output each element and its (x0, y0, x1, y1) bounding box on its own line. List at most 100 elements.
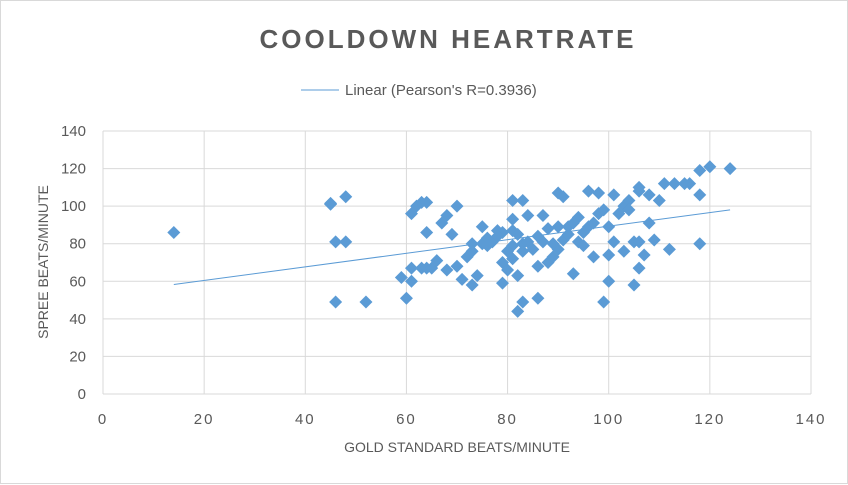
data-point (404, 274, 418, 288)
data-point (167, 225, 181, 239)
data-point (566, 267, 580, 281)
data-point (480, 239, 494, 253)
data-point (445, 227, 459, 241)
data-point (622, 194, 636, 208)
data-point (339, 235, 353, 249)
data-point (455, 272, 469, 286)
data-point (693, 237, 707, 251)
data-point (632, 261, 646, 275)
data-point (329, 295, 343, 309)
data-point (642, 188, 656, 202)
x-tick-label: 60 (396, 411, 417, 428)
data-point (622, 203, 636, 217)
data-point (576, 239, 590, 253)
data-point (440, 263, 454, 277)
data-point (465, 237, 479, 251)
data-point (662, 242, 676, 256)
data-point (440, 209, 454, 223)
data-point (430, 254, 444, 268)
data-point (394, 271, 408, 285)
data-point (501, 263, 515, 277)
data-point (516, 244, 530, 258)
x-tick-label: 80 (497, 411, 518, 428)
chart-title: COOLDOWN HEARTRATE (259, 24, 636, 54)
data-point (531, 291, 545, 305)
legend-label: Linear (Pearson's R=0.3936) (345, 82, 537, 99)
x-tick-label: 20 (194, 411, 215, 428)
x-tick-label: 40 (295, 411, 316, 428)
data-point (450, 199, 464, 213)
data-point (516, 194, 530, 208)
data-point (475, 220, 489, 234)
data-point (617, 244, 631, 258)
data-point (420, 195, 434, 209)
data-point (683, 177, 697, 191)
data-point (602, 248, 616, 262)
x-tick-label: 140 (795, 411, 826, 428)
y-tick-labels: 0 20 40 60 80 100 120 140 (61, 123, 86, 403)
data-point (607, 188, 621, 202)
data-point (632, 235, 646, 249)
data-point (607, 235, 621, 249)
data-point (531, 259, 545, 273)
data-point (556, 190, 570, 204)
y-axis-label: SPREE BEATS/MINUTE (35, 185, 51, 339)
data-point (637, 248, 651, 262)
data-point (597, 295, 611, 309)
data-point (592, 186, 606, 200)
data-point (587, 250, 601, 264)
data-point (506, 212, 520, 226)
data-point (324, 197, 338, 211)
y-tick-label: 100 (61, 198, 86, 215)
data-point (506, 194, 520, 208)
data-point (501, 244, 515, 258)
y-tick-label: 120 (61, 161, 86, 178)
data-point (465, 278, 479, 292)
data-point (511, 269, 525, 283)
data-point (541, 222, 555, 236)
data-point (521, 209, 535, 223)
data-point (581, 184, 595, 198)
data-point (511, 227, 525, 241)
data-point (602, 274, 616, 288)
data-point (465, 244, 479, 258)
data-point (571, 210, 585, 224)
data-point (359, 295, 373, 309)
data-point (703, 160, 717, 174)
data-point (693, 188, 707, 202)
data-point (536, 209, 550, 223)
data-points (167, 160, 737, 318)
data-point (506, 224, 520, 238)
data-point (723, 162, 737, 176)
data-point (667, 177, 681, 191)
data-point (642, 216, 656, 230)
data-point (561, 227, 575, 241)
data-point (652, 194, 666, 208)
data-point (632, 180, 646, 194)
y-tick-label: 60 (69, 273, 86, 290)
data-point (470, 269, 484, 283)
data-point (647, 233, 661, 247)
data-point (551, 220, 565, 234)
data-point (339, 190, 353, 204)
y-tick-label: 0 (78, 386, 86, 403)
data-point (329, 235, 343, 249)
data-point (516, 295, 530, 309)
data-point (511, 304, 525, 318)
x-tick-label: 100 (593, 411, 624, 428)
data-point (546, 237, 560, 251)
data-point (597, 203, 611, 217)
x-tick-labels: 0 20 40 60 80 100 120 140 (98, 411, 826, 428)
y-tick-label: 80 (69, 236, 86, 253)
data-point (531, 229, 545, 243)
trendline-group (173, 209, 731, 285)
y-tick-label: 40 (69, 311, 86, 328)
y-tick-label: 20 (69, 348, 86, 365)
linear-trendline (173, 209, 731, 285)
data-point (490, 229, 504, 243)
y-tick-label: 140 (61, 123, 86, 140)
x-axis-label: GOLD STANDARD BEATS/MINUTE (344, 439, 570, 455)
data-point (420, 225, 434, 239)
data-point (450, 259, 464, 273)
